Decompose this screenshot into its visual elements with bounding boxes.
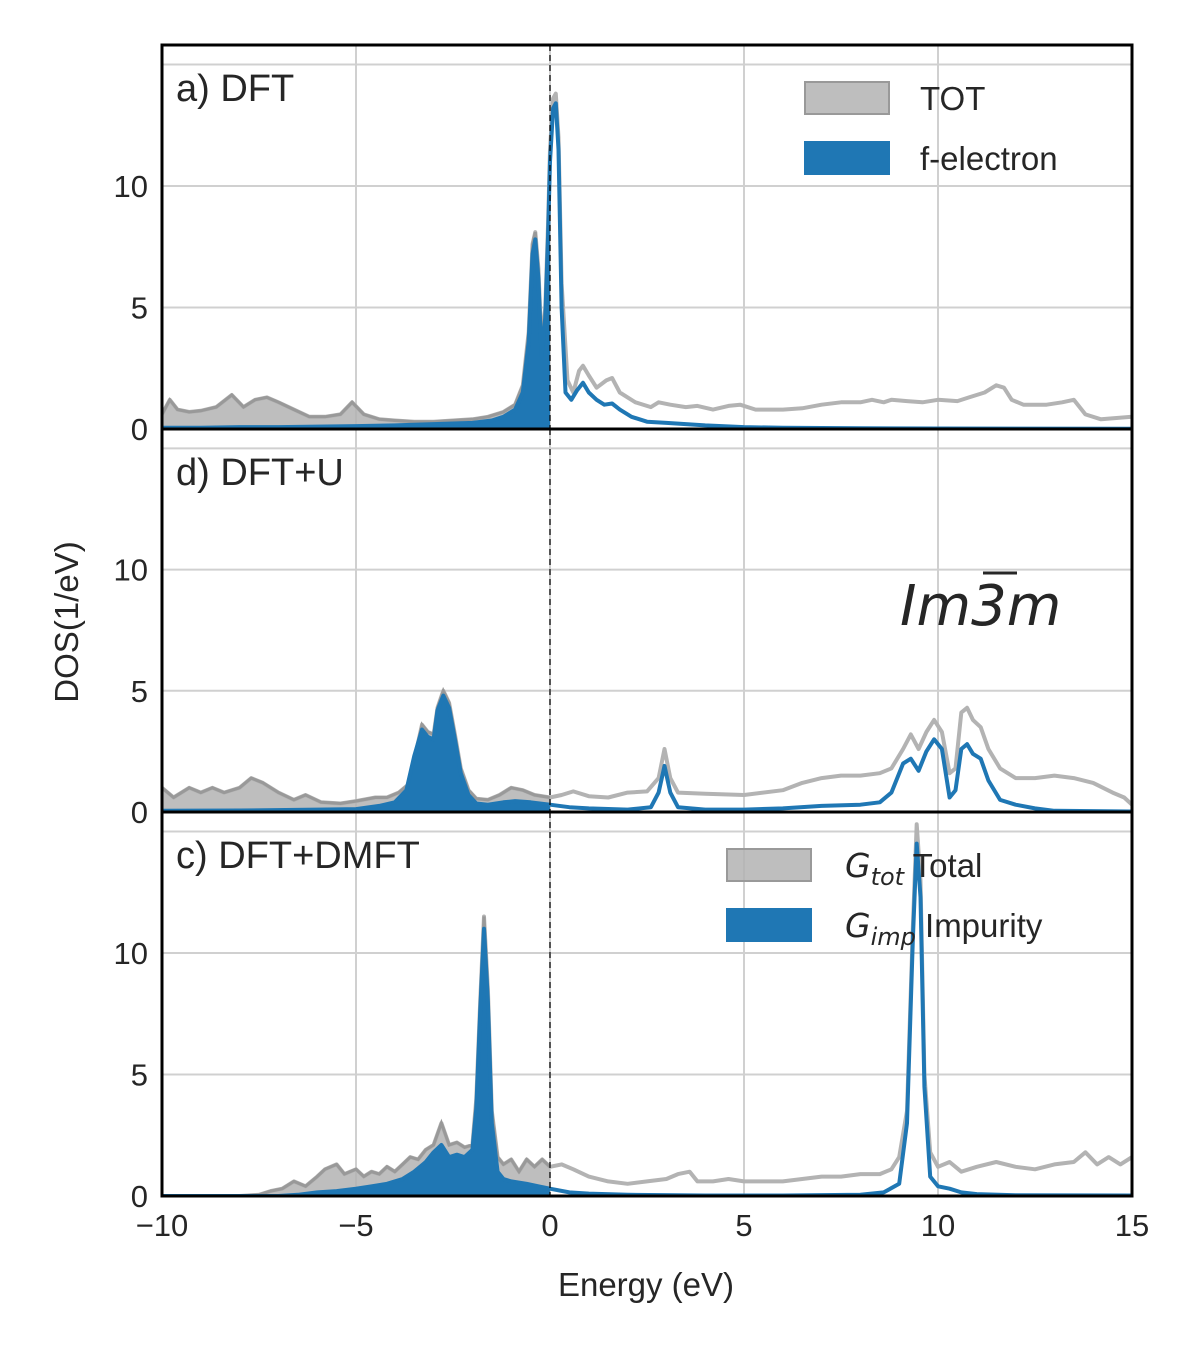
space-group-digit: 3 <box>971 574 1007 639</box>
x-tick-label: 0 <box>541 1208 558 1243</box>
y-axis-label: DOS(1/eV) <box>48 541 85 702</box>
x-tick-label: 10 <box>921 1208 955 1243</box>
y-tick-label: 10 <box>114 936 148 971</box>
y-tick-label: 5 <box>131 674 148 709</box>
panel-c: 0 5 10 −10 −5 0 5 10 15 c) DFT+DMFT Gtot Total Gimp… <box>114 810 1149 1243</box>
legend-swatch-partial <box>804 141 890 175</box>
line-partial-d <box>162 693 1132 812</box>
panel-title: c) DFT+DMFT <box>176 835 420 877</box>
plot-area <box>162 91 1132 429</box>
legend-label: Gimp Impurity <box>845 906 1043 951</box>
x-tick-label: −10 <box>136 1208 189 1243</box>
y-tick-label: 5 <box>131 1057 148 1092</box>
y-tick-label: 0 <box>131 1179 148 1214</box>
area-total-c <box>162 916 550 1196</box>
y-tick-label: 0 <box>131 412 148 447</box>
panel-a: 0 5 10 a) DFT TOT f-electron <box>114 43 1134 447</box>
legend: Gtot Total Gimp Impurity <box>726 846 1043 951</box>
space-group-annotation: Im3m <box>900 571 1061 639</box>
legend-swatch-partial <box>726 908 812 942</box>
panels-group: 0 5 10 a) DFT TOT f-electron 0 5 10 d) DFT+U 0 5 10 −… <box>114 43 1149 1243</box>
y-tick-label: 10 <box>114 553 148 588</box>
legend-label: TOT <box>920 80 985 117</box>
legend-label: Gtot Total <box>845 846 982 891</box>
x-tick-label: 15 <box>1115 1208 1149 1243</box>
line-total-d <box>162 688 1132 807</box>
space-group-suffix: m <box>1007 574 1062 639</box>
space-group-prefix: Im <box>900 574 971 639</box>
panel-title: d) DFT+U <box>176 452 344 494</box>
svg-text:Im3m: Im3m <box>900 574 1061 639</box>
area-partial-d <box>162 695 550 812</box>
x-axis-label: Energy (eV) <box>558 1266 734 1303</box>
panel-frame <box>160 810 1134 1198</box>
x-tick-label: −5 <box>338 1208 373 1243</box>
line-partial-c <box>162 841 1132 1196</box>
edge-total-c <box>162 916 552 1196</box>
plot-area <box>162 686 1132 812</box>
plot-area <box>162 822 1132 1196</box>
panel-title: a) DFT <box>176 68 294 110</box>
y-tick-label: 0 <box>131 795 148 830</box>
y-tick-label: 10 <box>114 169 148 204</box>
line-total-c <box>162 822 1132 1196</box>
legend-swatch-total <box>726 848 812 882</box>
line-partial-a <box>162 101 1132 429</box>
y-tick-label: 5 <box>131 290 148 325</box>
legend: TOT f-electron <box>804 80 1058 177</box>
panel-frame <box>160 43 1134 431</box>
edge-total-d <box>162 686 551 806</box>
x-tick-label: 5 <box>735 1208 752 1243</box>
panel-d: 0 5 10 d) DFT+U <box>114 427 1134 830</box>
legend-label: f-electron <box>920 140 1058 177</box>
legend-swatch-total <box>804 81 890 115</box>
